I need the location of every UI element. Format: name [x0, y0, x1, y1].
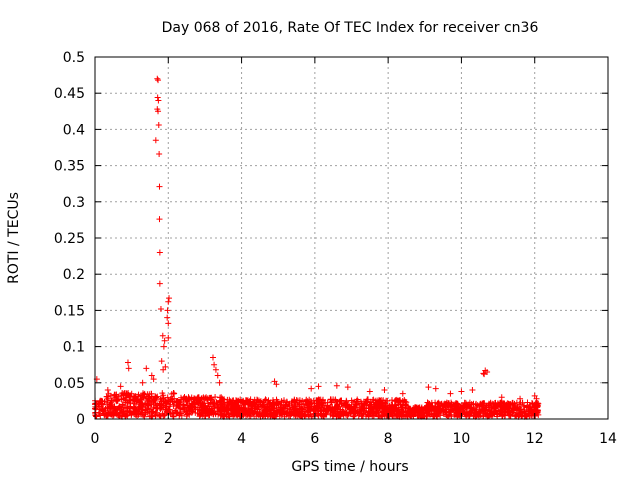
- x-tick-label: 2: [164, 431, 173, 447]
- data-point: [366, 388, 373, 395]
- axis-ticks: 0 2 4 6 8 10 12 14 0 0.05 0.1 0.15 0.2 0.25 0.3 0.35 0.4…: [54, 50, 617, 447]
- data-point: [155, 122, 162, 129]
- data-point: [211, 361, 218, 368]
- data-point: [155, 77, 162, 84]
- data-point: [156, 183, 163, 190]
- data-point: [481, 371, 488, 378]
- data-point: [399, 390, 406, 397]
- chart-title: Day 068 of 2016, Rate Of TEC Index for r…: [162, 20, 539, 36]
- y-tick-label: 0.05: [54, 376, 85, 392]
- data-point: [143, 365, 150, 372]
- data-point: [148, 372, 155, 379]
- data-point: [533, 395, 540, 402]
- data-point: [209, 354, 216, 361]
- data-point: [212, 366, 219, 373]
- dense-data-band: [92, 390, 542, 420]
- data-point: [155, 108, 162, 115]
- data-point: [381, 387, 388, 394]
- data-point: [344, 384, 351, 391]
- y-axis-label: ROTI / TECUs: [6, 192, 22, 284]
- x-axis-label: GPS time / hours: [291, 459, 408, 475]
- x-tick-label: 10: [453, 431, 471, 447]
- data-point: [155, 97, 162, 104]
- data-point: [160, 343, 167, 350]
- data-point: [150, 376, 157, 383]
- data-point: [154, 75, 161, 82]
- y-tick-label: 0.15: [54, 303, 85, 319]
- data-point: [164, 307, 171, 314]
- data-point: [156, 151, 163, 158]
- data-point: [534, 400, 541, 407]
- data-point: [117, 383, 124, 390]
- data-point: [458, 388, 465, 395]
- data-point: [447, 390, 454, 397]
- data-point: [158, 358, 165, 365]
- x-tick-label: 0: [91, 431, 100, 447]
- data-point: [166, 295, 173, 302]
- data-point: [425, 384, 432, 391]
- x-tick-label: 6: [310, 431, 319, 447]
- y-tick-label: 0.2: [63, 267, 85, 283]
- data-points: [93, 75, 541, 407]
- x-tick-label: 14: [599, 431, 617, 447]
- data-point: [139, 379, 146, 386]
- data-point: [273, 381, 280, 388]
- y-tick-label: 0.4: [63, 122, 85, 138]
- data-point: [308, 385, 315, 392]
- data-point: [156, 216, 163, 223]
- data-point: [469, 387, 476, 394]
- data-point: [154, 94, 161, 101]
- data-point: [124, 359, 131, 366]
- data-point: [159, 332, 166, 339]
- data-point: [498, 394, 505, 401]
- y-tick-label: 0.45: [54, 86, 85, 102]
- data-point: [156, 280, 163, 287]
- x-tick-label: 12: [526, 431, 544, 447]
- data-point: [152, 137, 159, 144]
- data-point: [315, 383, 322, 390]
- data-point: [164, 314, 171, 321]
- y-tick-label: 0.1: [63, 340, 85, 356]
- y-tick-label: 0.25: [54, 231, 85, 247]
- data-point: [161, 337, 168, 344]
- data-point: [104, 387, 111, 394]
- data-point: [517, 395, 524, 402]
- data-point: [162, 363, 169, 370]
- y-tick-label: 0: [76, 412, 85, 428]
- dense-marker-cloud: [92, 390, 542, 420]
- data-point: [432, 385, 439, 392]
- y-tick-label: 0.3: [63, 195, 85, 211]
- data-point: [165, 320, 172, 327]
- data-point: [156, 249, 163, 256]
- x-tick-label: 8: [384, 431, 393, 447]
- y-tick-label: 0.35: [54, 159, 85, 175]
- data-point: [125, 365, 132, 372]
- x-tick-label: 4: [237, 431, 246, 447]
- data-point: [214, 372, 221, 379]
- data-point: [165, 298, 172, 305]
- data-point: [157, 305, 164, 312]
- data-point: [216, 379, 223, 386]
- data-point: [165, 334, 172, 341]
- y-tick-label: 0.5: [63, 50, 85, 66]
- data-point: [333, 382, 340, 389]
- grid-layer: [95, 57, 608, 419]
